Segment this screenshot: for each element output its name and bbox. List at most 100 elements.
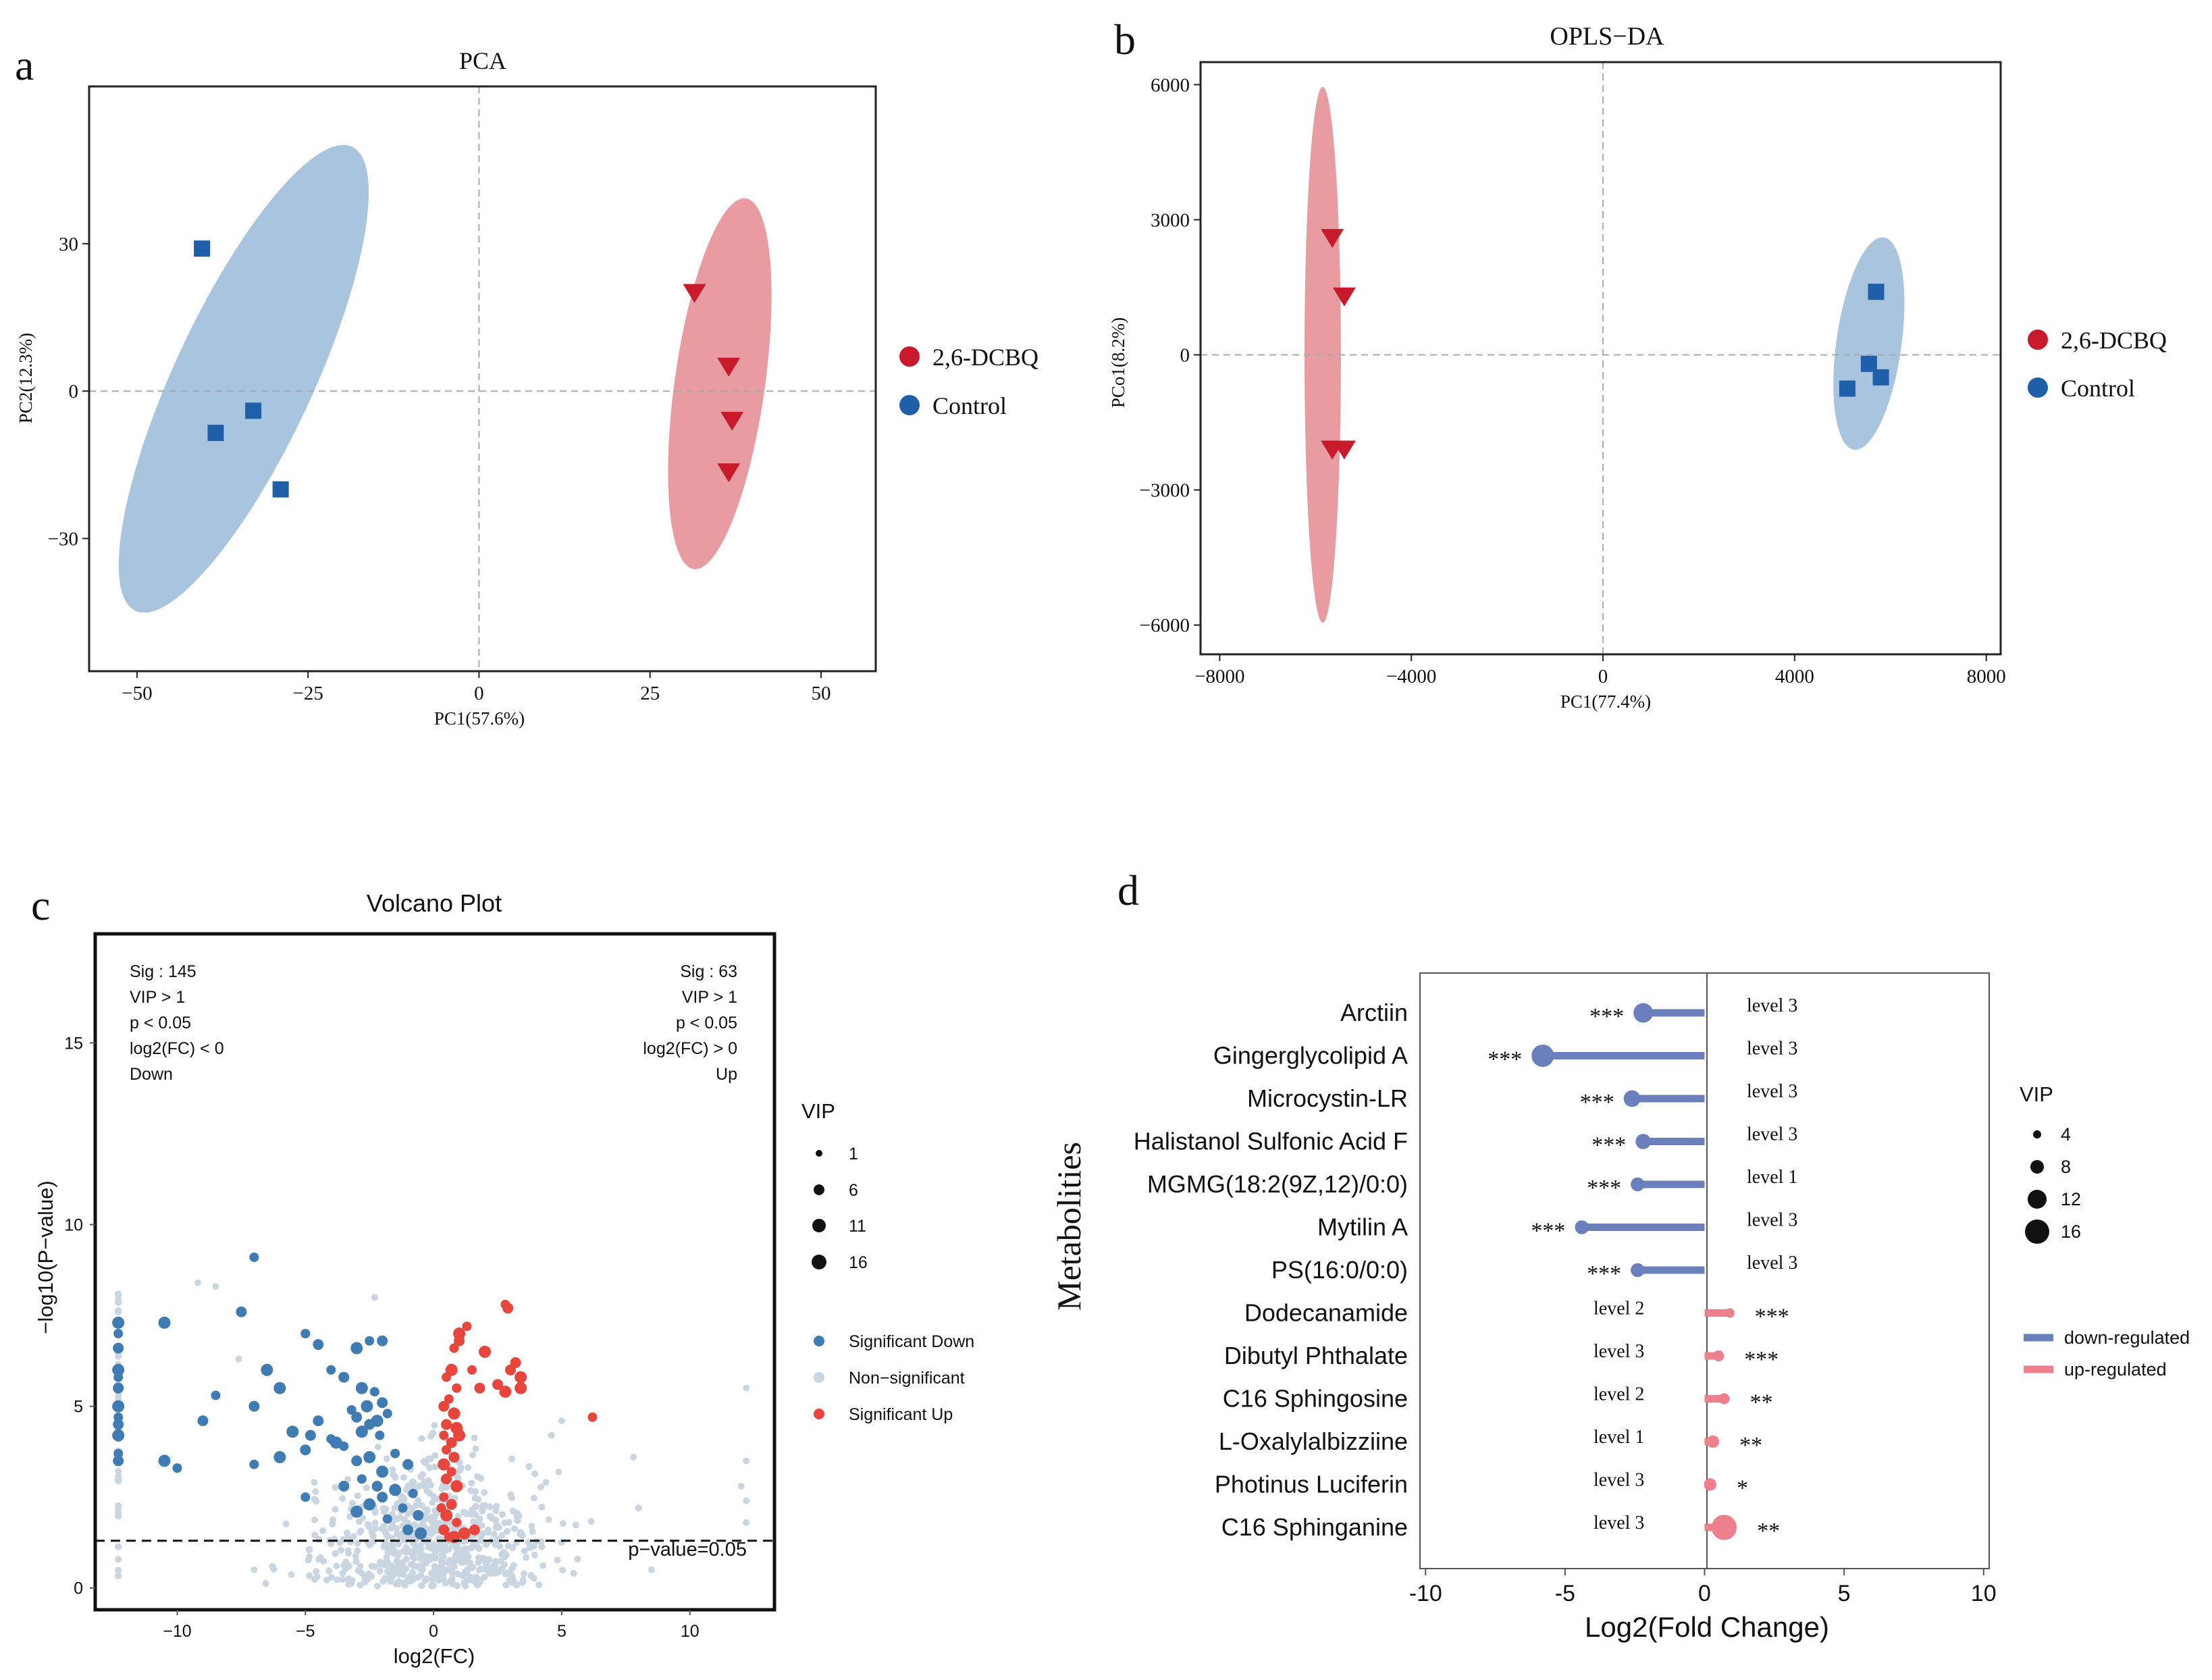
data-point-control: [207, 425, 224, 442]
point-nonsignificant: [479, 1508, 486, 1515]
point-significant-down: [338, 1481, 350, 1492]
vip-legend-dot: [2033, 1130, 2041, 1138]
vip-legend-title: VIP: [801, 1099, 835, 1123]
point-nonsignificant: [513, 1513, 521, 1520]
identification-level: level 3: [1747, 995, 1797, 1016]
point-significant-down: [350, 1342, 363, 1355]
point-nonsignificant: [446, 1566, 453, 1573]
point-significant-down: [351, 1455, 363, 1467]
point-nonsignificant: [429, 1519, 437, 1527]
point-nonsignificant: [471, 1494, 479, 1502]
annotation-up: Sig : 63 VIP > 1 p < 0.05 log2(FC) > 0 U…: [643, 962, 737, 1084]
lollipop-head: [1623, 1090, 1641, 1107]
point-nonsignificant: [418, 1502, 425, 1509]
point-significant-up: [587, 1412, 598, 1422]
identification-level: level 3: [1747, 1210, 1797, 1231]
point-nonsignificant: [384, 1546, 392, 1554]
legend-label-down: down-regulated: [2064, 1328, 2190, 1348]
point-nonsignificant: [306, 1572, 313, 1579]
point-significant-up: [444, 1394, 454, 1404]
point-nonsignificant: [520, 1570, 527, 1577]
point-significant-down: [112, 1400, 125, 1413]
point-nonsignificant: [398, 1497, 405, 1504]
metabolite-label: MGMG(18:2(9Z,12)/0:0): [1147, 1170, 1408, 1198]
lollipop-head: [1706, 1435, 1720, 1448]
point-nonsignificant: [115, 1556, 122, 1563]
annotation-down-line: p < 0.05: [130, 1014, 191, 1032]
point-nonsignificant: [420, 1458, 427, 1465]
point-nonsignificant: [339, 1569, 346, 1577]
point-nonsignificant: [545, 1516, 552, 1523]
point-significant-up: [441, 1419, 452, 1430]
point-significant-down: [112, 1363, 125, 1376]
point-nonsignificant: [482, 1541, 490, 1548]
y-tick-label: 0: [74, 1579, 83, 1598]
point-nonsignificant: [115, 1508, 122, 1516]
panel-d-xlabel: Log2(Fold Change): [1585, 1611, 1829, 1643]
point-nonsignificant: [559, 1567, 567, 1574]
significance-stars: ***: [1589, 1004, 1624, 1029]
confidence-ellipse-0: [1304, 86, 1341, 623]
point-nonsignificant: [383, 1455, 390, 1463]
point-nonsignificant: [463, 1566, 471, 1573]
panel-b-title: OPLS−DA: [1550, 22, 1664, 51]
point-nonsignificant: [408, 1561, 415, 1569]
point-nonsignificant: [470, 1518, 477, 1525]
vip-legend-value: 16: [849, 1253, 868, 1272]
point-significant-down: [355, 1382, 368, 1394]
metabolite-label: Arctiin: [1340, 999, 1408, 1026]
legend-label-down: Significant Down: [849, 1332, 974, 1351]
point-significant-down: [389, 1484, 402, 1496]
x-tick-label: 0: [429, 1622, 438, 1641]
point-nonsignificant: [423, 1575, 431, 1583]
identification-level: level 3: [1747, 1253, 1797, 1274]
y-tick-label: 30: [59, 234, 78, 255]
x-tick-label: 25: [640, 683, 660, 704]
y-tick-label: 3000: [1151, 209, 1190, 231]
point-nonsignificant: [342, 1558, 350, 1566]
point-nonsignificant: [431, 1421, 438, 1429]
panel-a-frame: [88, 85, 877, 673]
significance-stars: ***: [1755, 1305, 1789, 1330]
y-tick-label: 0: [1180, 344, 1190, 366]
x-tick-label: 10: [681, 1622, 700, 1641]
point-nonsignificant: [439, 1548, 446, 1556]
data-point-dcbq: [683, 284, 706, 303]
metabolite-label: Dibutyl Phthalate: [1224, 1342, 1408, 1369]
point-nonsignificant: [397, 1566, 404, 1573]
identification-level: level 2: [1594, 1298, 1644, 1319]
x-tick-label: −8000: [1194, 666, 1244, 687]
data-point-control: [1872, 369, 1889, 386]
x-tick-label: 0: [1598, 666, 1608, 687]
identification-level: level 3: [1747, 1124, 1797, 1145]
point-nonsignificant: [345, 1550, 352, 1557]
point-significant-up: [474, 1382, 485, 1394]
point-significant-up: [438, 1458, 450, 1471]
y-tick-label: 10: [64, 1216, 83, 1235]
point-nonsignificant: [115, 1567, 122, 1574]
point-nonsignificant: [395, 1540, 402, 1548]
point-nonsignificant: [472, 1445, 479, 1452]
point-significant-down: [248, 1400, 260, 1412]
metabolite-label: C16 Sphinganine: [1221, 1513, 1408, 1541]
point-significant-down: [326, 1365, 336, 1375]
point-nonsignificant: [502, 1581, 510, 1589]
point-nonsignificant: [495, 1569, 502, 1576]
panel-c-volcano: c Volcano Plot −10 −5 0 5 10 0 5 10 15 p−value=0…: [31, 881, 974, 1668]
point-nonsignificant: [448, 1525, 456, 1533]
point-nonsignificant: [115, 1291, 122, 1298]
panel-c-xlabel: log2(FC): [394, 1644, 475, 1668]
x-tick-label: −5: [296, 1622, 315, 1641]
point-nonsignificant: [393, 1525, 400, 1532]
point-nonsignificant: [306, 1553, 313, 1560]
point-significant-down: [408, 1488, 418, 1498]
point-significant-down: [305, 1429, 316, 1441]
legend-label-up: up-regulated: [2064, 1359, 2167, 1380]
point-significant-up: [448, 1451, 460, 1463]
confidence-ellipse-1: [118, 145, 369, 613]
point-nonsignificant: [535, 1581, 543, 1589]
point-significant-up: [442, 1372, 452, 1382]
point-nonsignificant: [448, 1575, 456, 1582]
annotation-up-line: Up: [716, 1065, 737, 1084]
